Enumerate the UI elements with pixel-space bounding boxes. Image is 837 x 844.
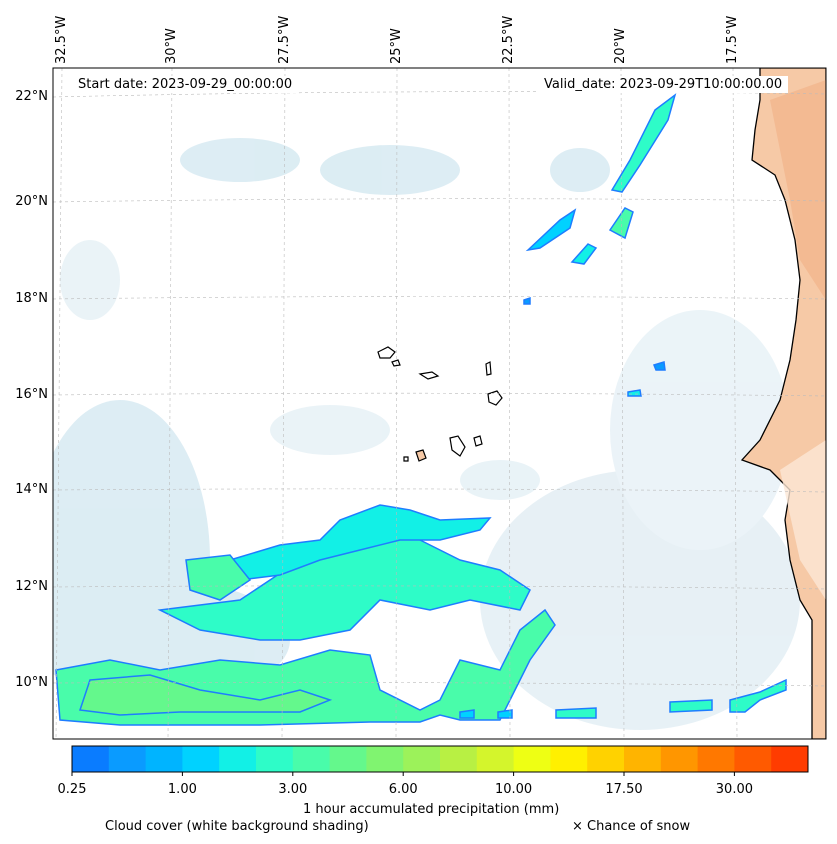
- africa-landmass: [740, 68, 826, 739]
- colorbar-swatch: [366, 746, 404, 772]
- colorbar-swatch: [624, 746, 662, 772]
- colorbar-swatch: [329, 746, 367, 772]
- colorbar-swatch: [734, 746, 772, 772]
- colorbar-tick-label: 6.00: [388, 782, 418, 797]
- colorbar-tick-label: 3.00: [278, 782, 308, 797]
- colorbar-swatch: [697, 746, 735, 772]
- valid-date-label: Valid_date: 2023-09-29T10:00:00.00: [538, 76, 789, 93]
- lat-label: 14°N: [15, 482, 48, 497]
- colorbar-swatch: [403, 746, 441, 772]
- lon-label: 27.5°W: [277, 15, 292, 64]
- colorbar-frame: [71, 745, 809, 773]
- lon-label: 30°W: [164, 28, 179, 64]
- colorbar-swatch: [108, 746, 147, 772]
- colorbar-swatch: [182, 746, 220, 772]
- lat-label: 20°N: [15, 194, 48, 209]
- lon-label: 32.5°W: [54, 15, 69, 64]
- colorbar-tick-label: 10.00: [494, 782, 533, 797]
- colorbar-tick-label: 1.00: [167, 782, 197, 797]
- lon-label: 22.5°W: [501, 15, 516, 64]
- colorbar-swatch: [72, 746, 110, 772]
- colorbar-swatch: [292, 746, 331, 772]
- colorbar-swatch: [550, 746, 588, 772]
- lat-label: 18°N: [15, 291, 48, 306]
- map-frame: [52, 67, 827, 740]
- cape-verde-islands: [377, 346, 503, 462]
- lat-label: 22°N: [15, 89, 48, 104]
- lat-label: 10°N: [15, 675, 48, 690]
- colorbar-tick-label: 0.25: [57, 782, 87, 797]
- colorbar-tick-label: 17.50: [605, 782, 643, 797]
- colorbar-swatch: [476, 746, 515, 772]
- lon-label: 20°W: [613, 28, 628, 64]
- colorbar-swatch: [513, 746, 551, 772]
- cloud-cover-shading: [53, 138, 800, 730]
- cloud-cover-legend: Cloud cover (white background shading): [105, 819, 369, 834]
- colorbar-swatch: [771, 746, 809, 772]
- start-date-label: Start date: 2023-09-29_00:00:00: [72, 76, 299, 93]
- colorbar-swatch: [660, 746, 699, 772]
- colorbar-swatch: [256, 746, 294, 772]
- lat-label: 12°N: [15, 579, 48, 594]
- colorbar-swatch: [587, 746, 625, 772]
- graticule: [53, 68, 826, 739]
- colorbar-swatch: [440, 746, 478, 772]
- colorbar-swatch: [219, 746, 257, 772]
- colorbar-label: 1 hour accumulated precipitation (mm): [303, 802, 560, 817]
- lon-label: 25°W: [389, 28, 404, 64]
- lat-label: 16°N: [15, 387, 48, 402]
- colorbar: [71, 745, 809, 776]
- colorbar-tick-label: 30.00: [715, 782, 753, 797]
- precipitation-areas: [55, 93, 787, 726]
- snow-legend: × Chance of snow: [572, 819, 691, 834]
- colorbar-swatch: [145, 746, 183, 772]
- lon-label: 17.5°W: [725, 15, 740, 64]
